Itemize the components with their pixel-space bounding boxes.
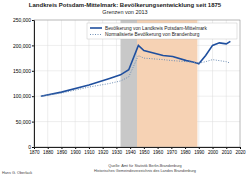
tick-label: 150,000 <box>13 68 31 74</box>
title: Landkreis Potsdam-Mittelmark: Bevölkerun… <box>29 2 222 8</box>
x-axis: 1870188018901900191019201930194019501960… <box>29 147 246 155</box>
tick: 1900 <box>71 147 82 155</box>
axis-line <box>35 148 241 150</box>
tick: 1890 <box>57 147 68 155</box>
tick: 150,000 <box>13 68 34 74</box>
tick-label: 100,000 <box>13 93 31 99</box>
tick-label: 1920 <box>98 150 109 155</box>
tick: 1960 <box>153 147 164 155</box>
plot-frame <box>34 20 240 147</box>
source-note: Historisches Gemeindeverzeichnis des Lan… <box>94 169 196 173</box>
tick-mark <box>75 147 76 149</box>
tick: 1880 <box>43 147 54 155</box>
tick-label: 1980 <box>180 150 191 155</box>
tick-label: 50,000 <box>16 119 32 125</box>
tick-label: 1970 <box>167 150 178 155</box>
tick-label: 1930 <box>112 150 123 155</box>
grid-line <box>61 20 62 147</box>
tick-mark <box>32 122 34 123</box>
tick-mark <box>144 147 145 149</box>
tick-mark <box>103 147 104 149</box>
tick-label: 1880 <box>43 150 54 155</box>
tick: 2010 <box>222 147 233 155</box>
tick-label: 1870 <box>29 150 40 155</box>
tick-label: 1900 <box>71 150 82 155</box>
legend: Bevölkerung von Landkreis Potsdam-Mittel… <box>87 23 237 39</box>
tick-mark <box>116 147 117 149</box>
grid-line <box>75 20 76 147</box>
tick-mark <box>89 147 90 149</box>
tick-mark <box>48 147 49 149</box>
tick-mark <box>226 147 227 149</box>
tick-label: 2000 <box>208 150 219 155</box>
legend-swatch <box>90 34 102 35</box>
tick: 1940 <box>126 147 137 155</box>
tick-mark <box>213 147 214 149</box>
tick: 1920 <box>98 147 109 155</box>
tick-mark <box>130 147 131 149</box>
legend-label: Bevölkerung von Landkreis Potsdam-Mittel… <box>105 26 207 31</box>
tick-label: 1940 <box>126 150 137 155</box>
tick: 2000 <box>208 147 219 155</box>
y-axis: 0 50,000 100,000 150,000 200,000 250,000 <box>13 17 35 150</box>
tick-mark <box>32 147 34 148</box>
legend-box <box>87 23 237 39</box>
author: Hans G. Oberlack <box>2 171 32 175</box>
plot: 1870188018901900191019201930194019501960… <box>13 17 246 155</box>
legend-label: Normalisierte Bevölkerung von Brandenbur… <box>105 32 200 37</box>
series-line <box>41 56 231 97</box>
tick: 1910 <box>84 147 95 155</box>
tick-label: 0 <box>28 144 31 150</box>
tick-label: 2020 <box>235 150 246 155</box>
tick-mark <box>32 96 34 97</box>
tick: 1930 <box>112 147 123 155</box>
series-line <box>41 41 231 96</box>
tick: 1990 <box>194 147 205 155</box>
grid-line <box>47 20 48 147</box>
source-note: Quelle: Amt für Statistik Berlin-Branden… <box>108 164 181 168</box>
tick-label: 1960 <box>153 150 164 155</box>
grid <box>34 20 240 147</box>
chart: Landkreis Potsdam-Mittelmark: Bevölkerun… <box>0 0 250 177</box>
tick: 200,000 <box>13 43 34 49</box>
tick-mark <box>61 147 62 149</box>
tick-label: 200,000 <box>13 43 31 49</box>
tick-mark <box>32 45 34 46</box>
tick: 0 <box>28 144 34 150</box>
tick-mark <box>32 71 34 72</box>
tick-mark <box>171 147 172 149</box>
tick-label: 1890 <box>57 150 68 155</box>
tick-label: 2010 <box>222 150 233 155</box>
tick: 1980 <box>180 147 191 155</box>
tick-mark <box>32 20 34 21</box>
tick: 1970 <box>167 147 178 155</box>
tick: 100,000 <box>13 93 34 99</box>
tick: 50,000 <box>16 119 34 125</box>
tick-label: 1950 <box>139 150 150 155</box>
tick-mark <box>158 147 159 149</box>
tick-mark <box>199 147 200 149</box>
tick-label: 250,000 <box>13 17 31 23</box>
tick-label: 1910 <box>84 150 95 155</box>
tick-label: 1990 <box>194 150 205 155</box>
subtitle: Grenzen von 2013 <box>102 9 147 15</box>
tick-mark <box>240 147 241 149</box>
tick: 2020 <box>235 147 246 155</box>
legend-swatch <box>90 27 102 29</box>
tick: 1950 <box>139 147 150 155</box>
tick: 250,000 <box>13 17 34 23</box>
tick-mark <box>185 147 186 149</box>
